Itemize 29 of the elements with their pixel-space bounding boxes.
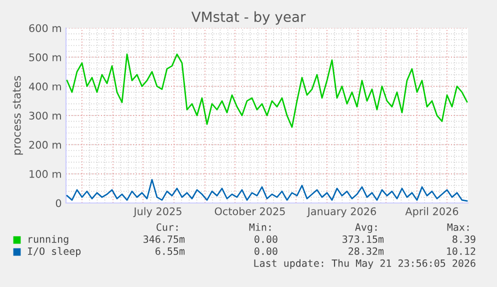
y-axis-title: process states [12,76,23,155]
text: Last update: Thu May 21 23:56:05 2026 [254,259,476,269]
text: 0.00 [254,235,278,243]
legend-label: I/O sleep [28,247,81,257]
text: Min: [249,223,271,231]
y-tick-label: 100 m [30,170,61,178]
text: 8.39 [452,235,476,243]
x-tick-label: April 2026 [405,207,458,218]
text: 28.32m [348,247,384,255]
y-tick-label: 500 m [29,53,61,62]
text: 10.12 [447,247,476,255]
x-tick-label: July 2025 [133,207,182,218]
chart-title: VMstat - by year [191,11,306,25]
text: Cur: [156,223,178,231]
y-tick-label: 0 [56,199,62,208]
text: 6.55m [156,247,185,255]
text: 0.00 [254,247,278,255]
y-tick-label: 600 m [29,24,61,32]
y-tick-label: 400 m [29,82,61,90]
text: 373.15m [342,235,384,243]
line-series [66,54,468,128]
y-tick-label: 300 m [29,112,61,120]
x-tick-label: October 2025 [214,207,285,216]
text: Max: [447,223,469,231]
y-tick-label: 200 m [29,140,61,149]
legend-label: running [28,235,68,245]
text: 346.75m [144,235,185,243]
x-tick-label: January 2026 [306,207,376,218]
text: Avg: [355,223,377,233]
